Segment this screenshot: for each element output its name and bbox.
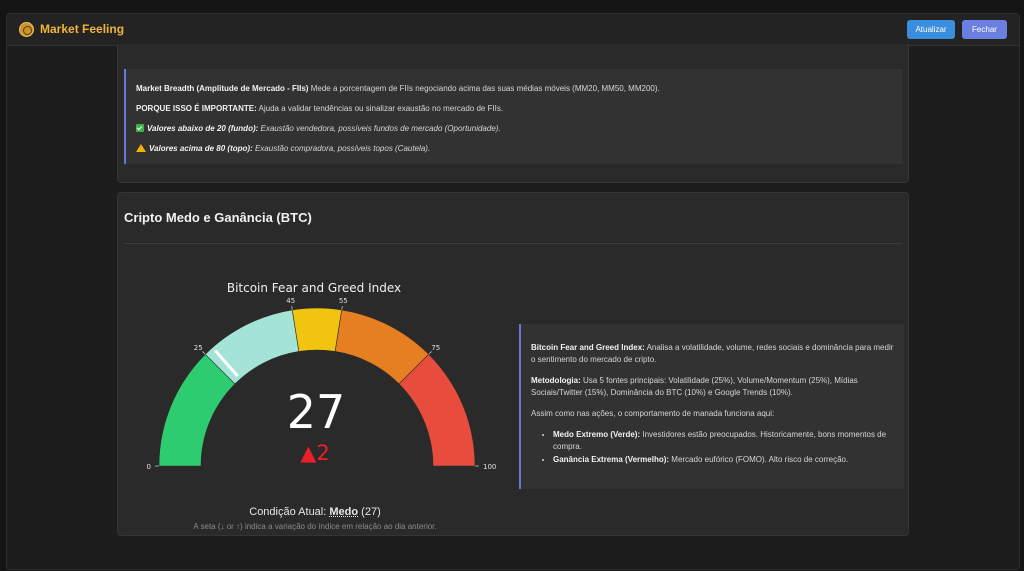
check-icon xyxy=(136,124,144,132)
btc-info-text: Analisa a volatilidade, volume, redes so… xyxy=(531,343,894,364)
btc-info-title: Bitcoin Fear and Greed Index: xyxy=(531,343,645,352)
condition-number: (27) xyxy=(361,506,381,518)
fear-greed-gauge: Bitcoin Fear and Greed Index 0 25 45 55 75 10… xyxy=(147,281,497,471)
bullet-label: Ganância Extrema (Vermelho): xyxy=(553,455,670,464)
delta-footnote: A seta (↓ or ↑) indica a variação do índ… xyxy=(193,522,437,531)
coin-logo-icon xyxy=(19,22,34,37)
breadth-description: Mede a porcentagem de FIIs negociando ac… xyxy=(310,84,660,93)
gauge-band xyxy=(398,353,476,467)
gauge-ticks: 0 25 45 55 75 100 xyxy=(147,297,497,471)
divider xyxy=(124,243,902,244)
herd-behavior-text: Assim como nas ações, o comportamento de… xyxy=(531,409,775,418)
low-values-label: Valores abaixo de 20 (fundo): xyxy=(147,124,259,133)
crypto-fear-greed-card: Cripto Medo e Ganância (BTC) Bitcoin Fea… xyxy=(117,192,909,536)
gauge-bands xyxy=(158,307,476,467)
low-values-line: Valores abaixo de 20 (fundo): Exaustão v… xyxy=(136,123,892,135)
condition-label: Condição Atual: xyxy=(249,506,327,518)
bullet-text: Mercado eufórico (FOMO). Alto risco de c… xyxy=(671,455,849,464)
gauge-tick xyxy=(341,305,343,311)
bullet-label: Medo Extremo (Verde): xyxy=(553,430,641,439)
gauge-value: 27 xyxy=(287,385,346,439)
section-title: Cripto Medo e Ganância (BTC) xyxy=(124,210,312,225)
importance-text: Ajuda a validar tendências ou sinalizar … xyxy=(258,104,504,113)
list-item: Medo Extremo (Verde): Investidores estão… xyxy=(553,429,894,453)
market-breadth-card: Market Breadth (Amplitude de Mercado - F… xyxy=(117,44,909,183)
high-values-label: Valores acima de 80 (topo): xyxy=(149,144,253,153)
gauge-tick-label: 25 xyxy=(194,344,203,352)
refresh-button[interactable]: Atualizar xyxy=(907,20,955,39)
current-condition: Condição Atual: Medo (27) xyxy=(118,506,512,518)
methodology-line: Metodologia: Usa 5 fontes principais: Vo… xyxy=(531,375,894,399)
gauge-tick-label: 75 xyxy=(431,344,440,352)
gauge-value-marker xyxy=(214,349,239,377)
warning-icon xyxy=(136,144,146,152)
gauge-delta: ▲2 xyxy=(300,441,330,465)
high-values-line: Valores acima de 80 (topo): Exaustão com… xyxy=(136,143,892,155)
breadth-title: Market Breadth (Amplitude de Mercado - F… xyxy=(136,84,309,93)
sentiment-list: Medo Extremo (Verde): Investidores estão… xyxy=(531,429,894,466)
close-button[interactable]: Fechar xyxy=(962,20,1007,39)
gauge-tick-label: 55 xyxy=(339,297,348,305)
app-title: Market Feeling xyxy=(40,22,125,36)
market-breadth-info: Market Breadth (Amplitude de Mercado - F… xyxy=(124,69,902,164)
importance-label: PORQUE ISSO É IMPORTANTE: xyxy=(136,104,257,113)
gauge-tick-label: 100 xyxy=(483,463,496,471)
btc-info-box: Bitcoin Fear and Greed Index: Analisa a … xyxy=(519,324,904,489)
gauge-band xyxy=(291,307,343,352)
high-values-text: Exaustão compradora, possíveis topos (Ca… xyxy=(254,144,431,153)
breadth-importance-line: PORQUE ISSO É IMPORTANTE: Ajuda a valida… xyxy=(136,103,892,115)
bullet-text: Investidores estão preocupados. Historic… xyxy=(553,430,887,451)
gauge-tick xyxy=(291,305,293,311)
methodology-text: Usa 5 fontes principais: Volatilidade (2… xyxy=(531,376,858,397)
gauge-tick xyxy=(428,351,432,355)
gauge-tick-label: 45 xyxy=(286,297,295,305)
breadth-description-line: Market Breadth (Amplitude de Mercado - F… xyxy=(136,83,892,95)
list-item: Ganância Extrema (Vermelho): Mercado euf… xyxy=(553,454,894,466)
app-header: Market Feeling Atualizar Fechar xyxy=(7,14,1019,46)
low-values-text: Exaustão vendedora, possíveis fundos de … xyxy=(260,124,501,133)
gauge-tick xyxy=(202,351,206,355)
methodology-label: Metodologia: xyxy=(531,376,581,385)
btc-info-line: Bitcoin Fear and Greed Index: Analisa a … xyxy=(531,342,894,366)
market-feeling-window: Market Feeling Atualizar Fechar Market B… xyxy=(6,13,1020,570)
gauge-title: Bitcoin Fear and Greed Index xyxy=(227,281,401,295)
gauge-tick-label: 0 xyxy=(147,463,151,471)
condition-value: Medo xyxy=(329,506,359,518)
